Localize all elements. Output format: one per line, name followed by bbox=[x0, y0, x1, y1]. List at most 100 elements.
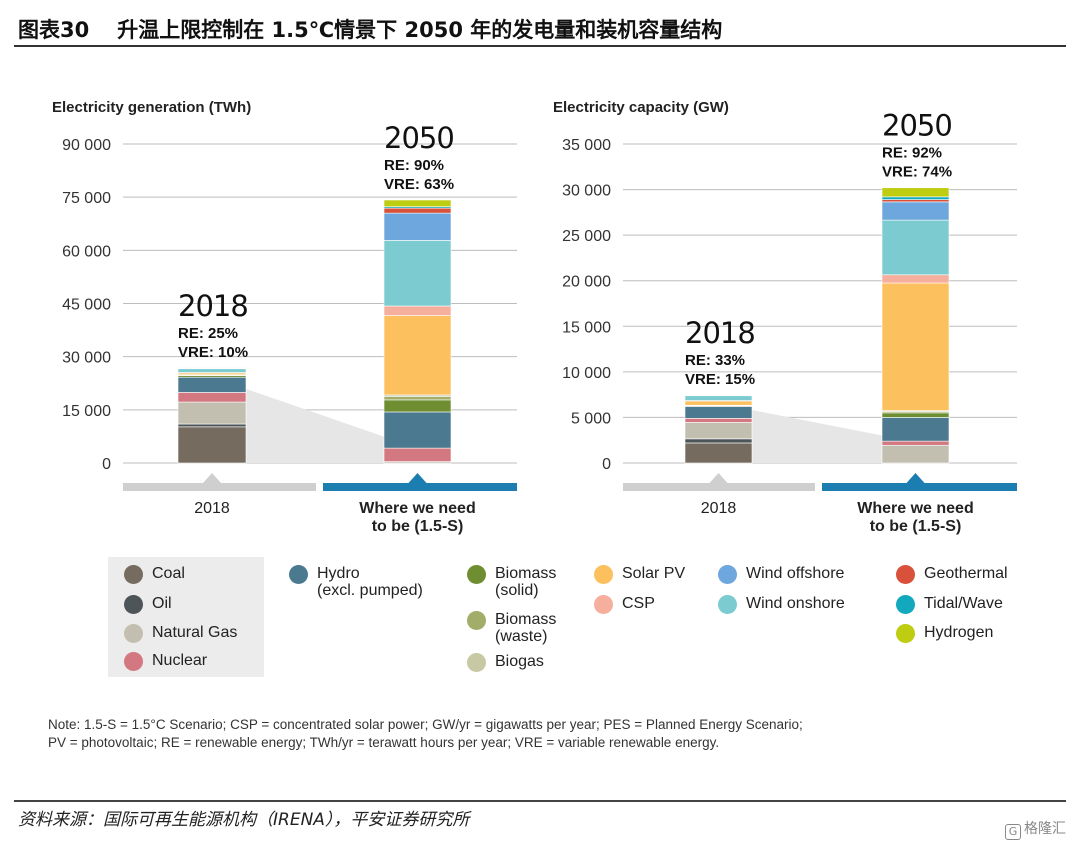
note-line-2: PV = photovoltaic; RE = renewable energy… bbox=[48, 735, 720, 750]
bar-segment bbox=[684, 422, 753, 440]
y-tick-label: 30 000 bbox=[562, 183, 611, 200]
bar-segment bbox=[881, 444, 950, 464]
y-tick-label: 15 000 bbox=[62, 403, 111, 420]
bar-annotation-2050: 2050 RE: 92% VRE: 74% bbox=[882, 109, 953, 181]
brand-watermark: G 格隆汇 bbox=[1005, 818, 1066, 840]
bar-segment bbox=[383, 240, 452, 307]
legend-swatch bbox=[896, 595, 915, 614]
legend-swatch bbox=[124, 652, 143, 671]
y-tick-label: 30 000 bbox=[62, 350, 111, 367]
y-tick-label: 25 000 bbox=[562, 228, 611, 245]
annotation-year: 2018 bbox=[178, 289, 248, 323]
category-label: 2018 bbox=[194, 500, 230, 517]
annotation-share: VRE: 10% bbox=[178, 344, 248, 361]
bar-segment bbox=[383, 212, 452, 241]
bar-segment bbox=[881, 187, 950, 198]
legend-swatch bbox=[896, 565, 915, 584]
y-tick-label: 35 000 bbox=[562, 137, 611, 154]
legend-label: Wind offshore bbox=[746, 565, 845, 582]
annotation-year: 2050 bbox=[384, 121, 454, 155]
chart-panel-1: Electricity generation (TWh) 0 15 000 30 00… bbox=[52, 99, 517, 535]
category-band-1: 2018 bbox=[623, 473, 815, 517]
bar-segment bbox=[881, 417, 950, 442]
band-bar bbox=[323, 483, 517, 491]
legend-swatch bbox=[718, 595, 737, 614]
legend-swatch bbox=[718, 565, 737, 584]
bar-segment bbox=[684, 394, 753, 396]
source-text: 资料来源：国际可再生能源机构（IRENA），平安证券研究所 bbox=[18, 810, 470, 830]
bar-stack-2018 bbox=[684, 394, 753, 464]
legend-label: Hydro (excl. pumped) bbox=[317, 565, 423, 599]
legend-label: Geothermal bbox=[924, 565, 1008, 582]
bar-segment bbox=[881, 440, 950, 446]
legend-label: Biogas bbox=[495, 653, 544, 670]
bar-segment bbox=[684, 406, 753, 419]
legend-swatch bbox=[594, 595, 613, 614]
category-label: 2018 bbox=[701, 500, 737, 517]
category-band-1: 2018 bbox=[123, 473, 316, 517]
legend-swatch bbox=[467, 653, 486, 672]
bar-segment bbox=[383, 396, 452, 401]
bar-stack-2018 bbox=[177, 367, 247, 464]
figure-header: 图表30 升温上限控制在 1.5℃情景下 2050 年的发电量和装机容量结构 bbox=[18, 14, 722, 44]
bar-segment bbox=[177, 392, 247, 403]
bar-segment bbox=[383, 305, 452, 316]
legend: Coal Oil Natural Gas Nuclear Hydro (excl. pum… bbox=[0, 555, 1080, 680]
transition-funnel bbox=[752, 410, 882, 463]
category-label: Where we need bbox=[857, 500, 973, 517]
bar-segment bbox=[177, 376, 247, 393]
annotation-share: RE: 25% bbox=[178, 325, 238, 342]
bar-segment bbox=[383, 315, 452, 396]
figure-title: 升温上限控制在 1.5℃情景下 2050 年的发电量和装机容量结构 bbox=[117, 18, 723, 42]
band-bar bbox=[822, 483, 1017, 491]
legend-label: Oil bbox=[152, 595, 172, 612]
bar-segment bbox=[177, 368, 247, 373]
band-pointer bbox=[906, 473, 925, 483]
annotation-share: RE: 33% bbox=[685, 352, 745, 369]
legend-label: Hydrogen bbox=[924, 624, 994, 641]
bar-annotation-2018: 2018 RE: 25% VRE: 10% bbox=[178, 289, 249, 361]
y-tick-label: 15 000 bbox=[562, 319, 611, 336]
bar-segment bbox=[383, 447, 452, 462]
bar-segment bbox=[881, 199, 950, 203]
y-tick-label: 45 000 bbox=[62, 297, 111, 314]
band-pointer bbox=[203, 473, 221, 483]
bar-segment bbox=[684, 442, 753, 464]
bar-segment bbox=[881, 274, 950, 284]
legend-label: Coal bbox=[152, 565, 185, 582]
legend-swatch bbox=[896, 624, 915, 643]
y-tick-label: 10 000 bbox=[562, 365, 611, 382]
brand-logo-icon: G bbox=[1005, 824, 1021, 840]
category-label: to be (1.5-S) bbox=[870, 518, 962, 535]
band-bar bbox=[123, 483, 316, 491]
legend-swatch bbox=[467, 611, 486, 630]
charts-area: Electricity generation (TWh) 0 15 000 30 00… bbox=[0, 60, 1080, 550]
bar-segment bbox=[383, 411, 452, 449]
bar-segment bbox=[383, 207, 452, 214]
legend-label: Solar PV bbox=[622, 565, 686, 582]
bar-stack-2050 bbox=[881, 187, 950, 464]
transition-funnel bbox=[246, 388, 384, 463]
legend-label: Biomass (solid) bbox=[495, 565, 557, 599]
y-tick-label: 90 000 bbox=[62, 137, 111, 154]
footer-rule bbox=[14, 800, 1066, 802]
category-label: Where we need bbox=[359, 500, 475, 517]
legend-label: Biomass (waste) bbox=[495, 611, 557, 645]
bar-annotation-2050: 2050 RE: 90% VRE: 63% bbox=[384, 121, 455, 193]
legend-label: CSP bbox=[622, 595, 655, 612]
bar-segment bbox=[881, 412, 950, 418]
bar-segment bbox=[881, 282, 950, 411]
y-tick-label: 60 000 bbox=[62, 243, 111, 260]
legend-swatch bbox=[124, 595, 143, 614]
legend-swatch bbox=[124, 565, 143, 584]
annotation-share: RE: 92% bbox=[882, 145, 942, 162]
legend-label: Nuclear bbox=[152, 652, 208, 669]
legend-swatch bbox=[289, 565, 308, 584]
bar-segment bbox=[881, 201, 950, 221]
header-rule bbox=[14, 45, 1066, 47]
legend-label: Natural Gas bbox=[152, 624, 238, 641]
bar-segment bbox=[881, 196, 950, 200]
y-tick-label: 75 000 bbox=[62, 190, 111, 207]
bar-segment bbox=[684, 438, 753, 444]
